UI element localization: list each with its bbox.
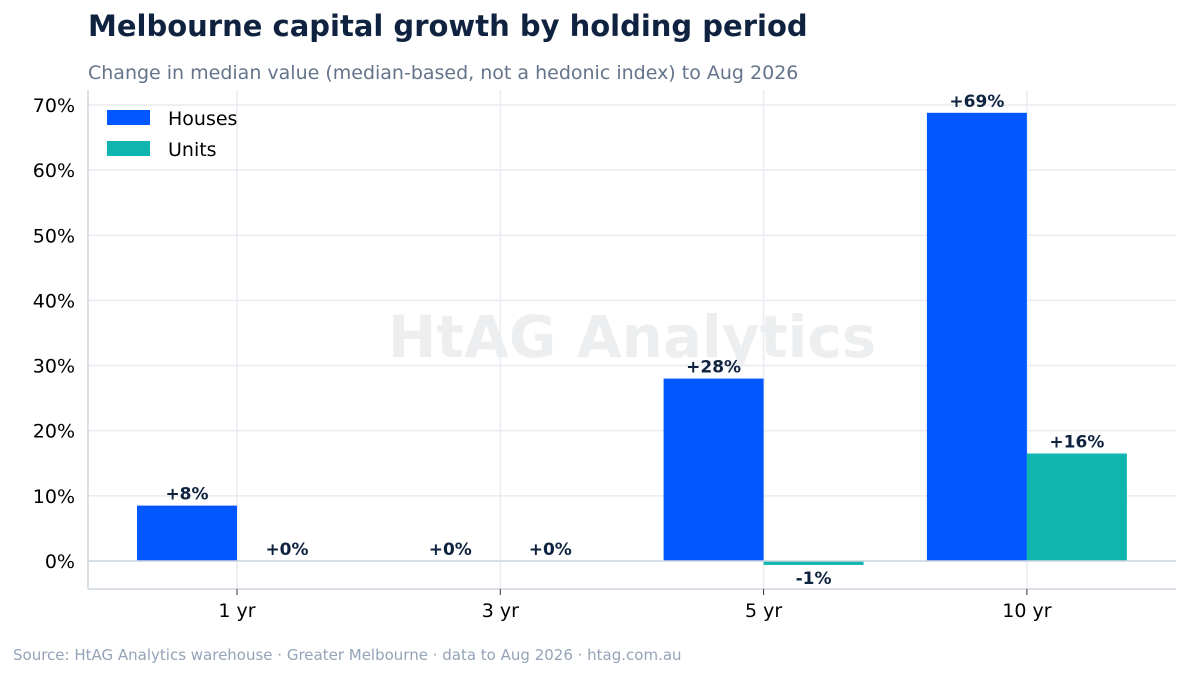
data-label-houses: +8% — [165, 485, 208, 505]
x-tick-label: 10 yr — [1002, 600, 1051, 622]
y-tick-label: 20% — [33, 421, 75, 443]
bar-houses-10yr — [926, 112, 1027, 561]
source-note: Source: HtAG Analytics warehouse · Great… — [13, 646, 682, 664]
data-label-units: -1% — [796, 569, 832, 589]
data-label-houses: +0% — [429, 540, 472, 560]
data-label-units: +0% — [265, 540, 308, 560]
legend-label-houses: Houses — [168, 108, 237, 130]
chart-title: Melbourne capital growth by holding peri… — [88, 9, 808, 43]
y-tick-label: 30% — [33, 356, 75, 378]
bar-houses-1yr — [137, 505, 237, 561]
watermark: HtAG Analytics — [388, 303, 876, 371]
data-label-units: +16% — [1049, 433, 1104, 453]
bar-units-10yr — [1026, 453, 1127, 561]
chart-subtitle: Change in median value (median-based, no… — [88, 62, 799, 84]
data-label-units: +0% — [529, 540, 572, 560]
y-tick-label: 0% — [45, 551, 75, 573]
x-tick-label: 3 yr — [482, 600, 519, 622]
x-tick-label: 1 yr — [218, 600, 255, 622]
legend-label-units: Units — [168, 139, 217, 161]
legend-swatch-units — [107, 141, 150, 156]
data-label-houses: +69% — [949, 92, 1004, 112]
y-tick-label: 60% — [33, 160, 75, 182]
y-tick-label: 70% — [33, 95, 75, 117]
data-label-houses: +28% — [686, 358, 741, 378]
legend-swatch-houses — [107, 110, 150, 125]
y-tick-label: 40% — [33, 290, 75, 312]
bar-houses-5yr — [663, 378, 764, 561]
bar-units-5yr — [763, 560, 864, 565]
y-tick-label: 50% — [33, 225, 75, 247]
y-tick-label: 10% — [33, 486, 75, 508]
x-tick-label: 5 yr — [745, 600, 782, 622]
